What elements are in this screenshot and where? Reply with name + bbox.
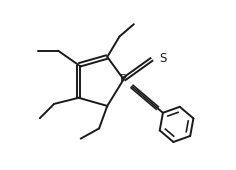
Text: P: P	[120, 74, 127, 84]
Text: S: S	[159, 52, 167, 65]
